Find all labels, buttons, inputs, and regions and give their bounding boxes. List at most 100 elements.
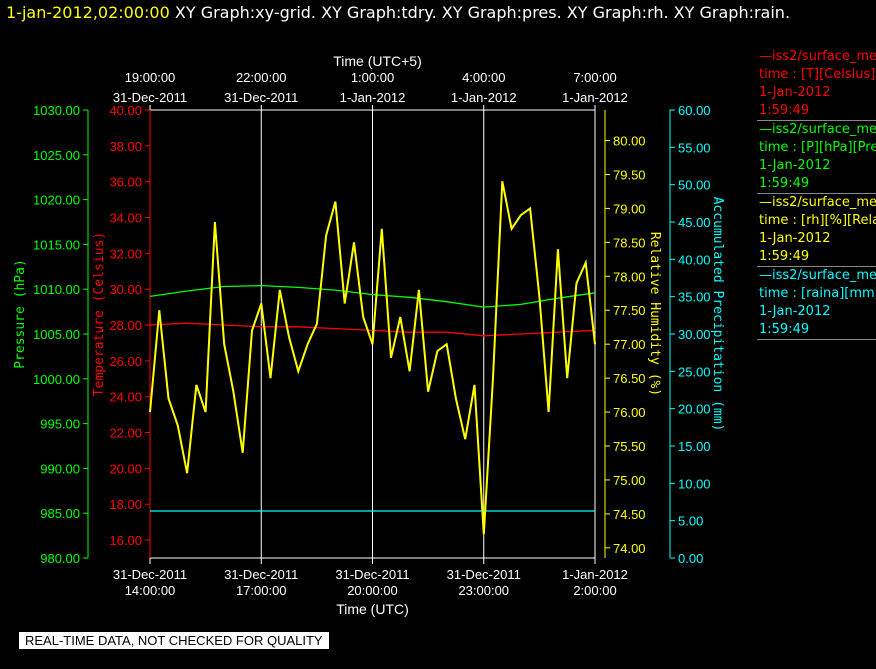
legend-series: —iss2/surface_met [759,49,876,64]
legend-series: —iss2/surface_met [759,268,876,283]
pressure-tick-label: 1015.00 [33,237,80,252]
rh-tick-label: 78.00 [613,269,646,284]
legend-time: 1:59:49 [759,249,810,264]
x-top-tick-label: 31-Dec-2011 [224,90,298,105]
pressure-axis-label: Pressure (hPa) [13,259,28,369]
legend-field: time : [P][hPa][Pressure [759,140,876,155]
rain-tick-label: 5.00 [678,514,703,529]
rain-tick-label: 40.00 [678,252,711,267]
rh-tick-label: 77.00 [613,337,646,352]
legend-item-rh[interactable]: —iss2/surface_met time : [rh][%][Relativ… [757,194,876,267]
temperature-tick-label: 24.00 [109,390,142,405]
legend-time: 1:59:49 [759,322,810,337]
rh-tick-label: 80.00 [613,134,646,149]
rain-tick-label: 50.00 [678,178,711,193]
x-top-tick-label: 1:00:00 [351,70,394,85]
pressure-tick-label: 1000.00 [33,372,80,387]
x-tick-label: 31-Dec-2011 [224,567,298,582]
legend-series: —iss2/surface_met [759,195,876,210]
pressure-tick-label: 1025.00 [33,148,80,163]
x-top-tick-label: 4:00:00 [462,70,505,85]
series-line-rh [149,181,596,535]
graph-tabs[interactable]: XY Graph:xy-grid. XY Graph:tdry. XY Grap… [174,3,791,22]
legend-panel: —iss2/surface_met time : [T][Celsius][Te… [757,48,876,340]
pressure-tick-label: 1020.00 [33,193,80,208]
series-line-pressure [149,284,596,308]
temperature-tick-label: 30.00 [109,282,142,297]
rain-axis-label: Accumulated Precipitation (mm) [710,197,725,432]
x-top-tick-label: 7:00:00 [573,70,616,85]
rain-tick-label: 35.00 [678,290,711,305]
temperature-tick-label: 20.00 [109,461,142,476]
x-tick-label: 31-Dec-2011 [335,567,409,582]
legend-field: time : [raina][mm][Accum [759,286,876,301]
rain-tick-label: 55.00 [678,140,711,155]
x-top-tick-label: 1-Jan-2012 [451,90,517,105]
temperature-axis-label: Temperature (Celsius) [92,232,107,396]
legend-item-rain[interactable]: —iss2/surface_met time : [raina][mm][Acc… [757,267,876,340]
rh-tick-label: 75.50 [613,439,646,454]
temperature-tick-label: 28.00 [109,318,142,333]
rain-tick-label: 45.00 [678,215,711,230]
rain-tick-label: 20.00 [678,402,711,417]
rh-tick-label: 74.50 [613,507,646,522]
legend-item-temperature[interactable]: —iss2/surface_met time : [T][Celsius][Te… [757,48,876,121]
x-tick-label: 14:00:00 [125,583,176,598]
legend-time: 1:59:49 [759,176,810,191]
rh-tick-label: 79.50 [613,167,646,182]
legend-time: 1:59:49 [759,103,810,118]
legend-date: 1-Jan-2012 [759,158,831,173]
x-tick-label: 1-Jan-2012 [562,567,628,582]
x-top-axis-label: Time (UTC+5) [333,53,422,69]
legend-item-pressure[interactable]: —iss2/surface_met time : [P][hPa][Pressu… [757,121,876,194]
rh-tick-label: 79.00 [613,201,646,216]
rain-tick-label: 25.00 [678,364,711,379]
x-tick-label: 31-Dec-2011 [113,567,187,582]
x-tick-label: 23:00:00 [458,583,509,598]
legend-date: 1-Jan-2012 [759,85,831,100]
temperature-tick-label: 26.00 [109,354,142,369]
x-tick-label: 20:00:00 [347,583,398,598]
rh-tick-label: 76.50 [613,371,646,386]
x-axis-label: Time (UTC) [336,601,409,617]
pressure-tick-label: 1005.00 [33,327,80,342]
legend-date: 1-Jan-2012 [759,231,831,246]
rh-axis-label: Relative Humidity (%) [647,232,662,396]
x-top-tick-label: 19:00:00 [125,70,176,85]
rain-tick-label: 0.00 [678,551,703,566]
temperature-tick-label: 18.00 [109,497,142,512]
pressure-tick-label: 985.00 [40,506,80,521]
x-tick-label: 2:00:00 [573,583,616,598]
pressure-tick-label: 1030.00 [33,103,80,118]
x-top-tick-label: 1-Jan-2012 [340,90,406,105]
rain-tick-label: 30.00 [678,327,711,342]
pressure-tick-label: 1010.00 [33,282,80,297]
temperature-tick-label: 40.00 [109,103,142,118]
rain-tick-label: 15.00 [678,439,711,454]
temperature-tick-label: 32.00 [109,246,142,261]
rh-tick-label: 74.00 [613,541,646,556]
legend-field: time : [T][Celsius][Temp [759,67,876,82]
rain-tick-label: 10.00 [678,476,711,491]
rh-tick-label: 77.50 [613,303,646,318]
temperature-tick-label: 36.00 [109,175,142,190]
x-top-tick-label: 31-Dec-2011 [113,90,187,105]
temperature-tick-label: 22.00 [109,426,142,441]
rain-tick-label: 60.00 [678,103,711,118]
temperature-tick-label: 34.00 [109,211,142,226]
quality-banner: REAL-TIME DATA, NOT CHECKED FOR QUALITY [19,632,329,649]
pressure-tick-label: 990.00 [40,461,80,476]
pressure-tick-label: 980.00 [40,551,80,566]
legend-date: 1-Jan-2012 [759,304,831,319]
rh-tick-label: 76.00 [613,405,646,420]
x-tick-label: 31-Dec-2011 [447,567,521,582]
legend-series: —iss2/surface_met [759,122,876,137]
x-tick-label: 17:00:00 [236,583,287,598]
window-title: 1-jan-2012,02:00:00 XY Graph:xy-grid. XY… [6,3,790,22]
rh-tick-label: 78.50 [613,235,646,250]
rh-tick-label: 75.00 [613,473,646,488]
timestamp: 1-jan-2012,02:00:00 [6,3,170,22]
temperature-tick-label: 16.00 [109,533,142,548]
x-top-tick-label: 22:00:00 [236,70,287,85]
